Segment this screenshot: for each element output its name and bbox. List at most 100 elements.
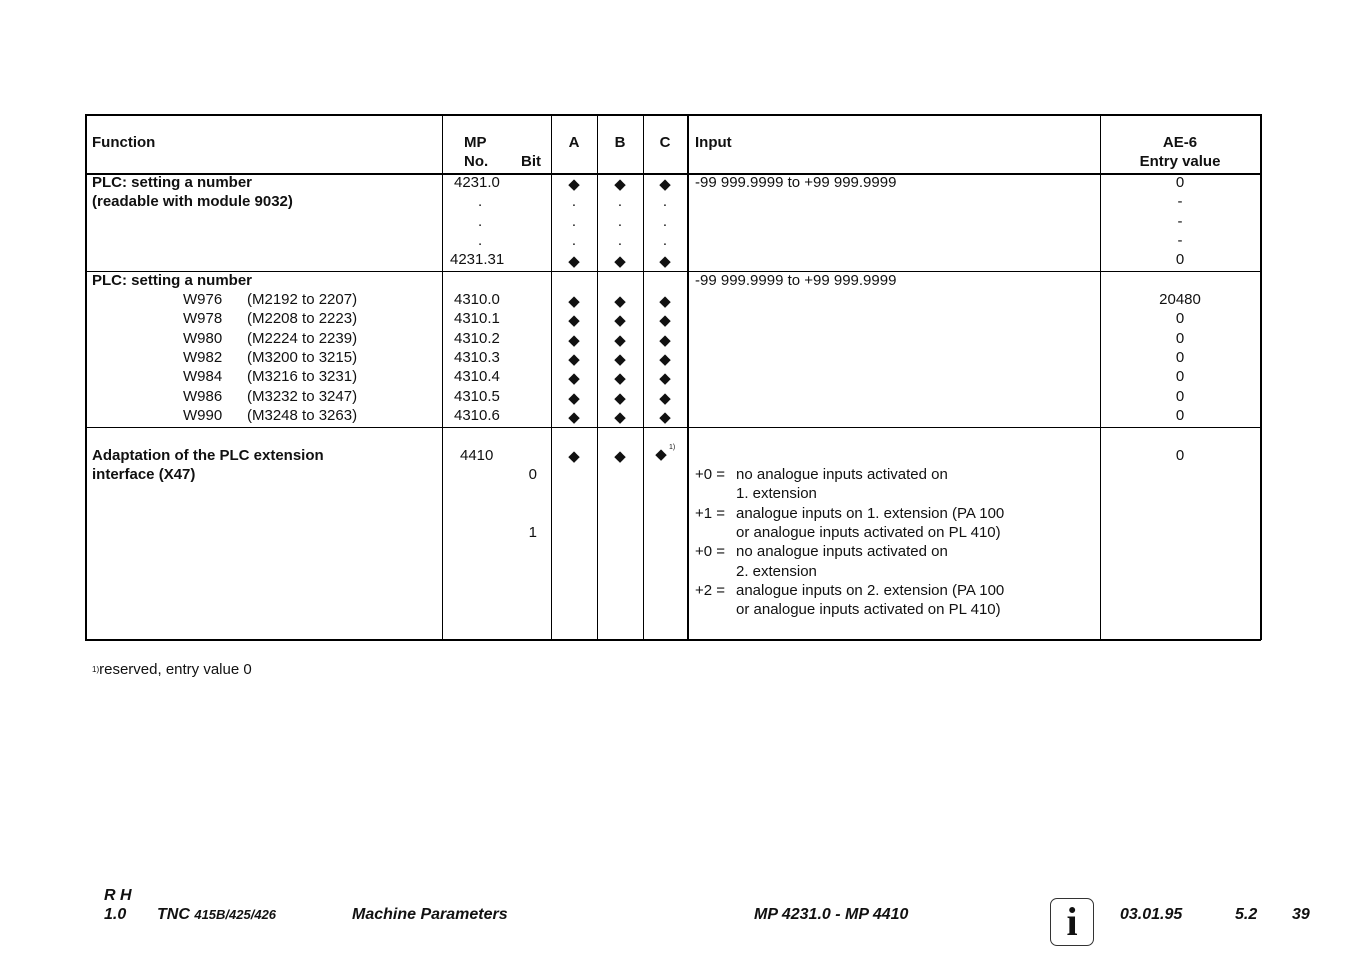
row1-mp: 4231.0	[454, 174, 500, 191]
row1-mark: .	[662, 193, 668, 210]
row2-word: W978	[183, 310, 223, 328]
header-no: No.	[464, 153, 489, 170]
footnote-text: reserved, entry value 0	[99, 661, 252, 678]
table-rule	[85, 271, 1261, 272]
row1-mark: .	[662, 232, 668, 249]
row3-input-text: or analogue inputs activated on PL 410)	[736, 523, 1001, 541]
row2-value: 0	[1175, 387, 1185, 405]
row1-mp: .	[478, 213, 483, 230]
header-bit: Bit	[521, 153, 541, 170]
header-function: Function	[92, 134, 156, 151]
footer-rh: R H	[104, 887, 132, 904]
row3-input-text: 2. extension	[736, 562, 817, 580]
row3-function: Adaptation of the PLC extension	[92, 447, 324, 464]
row1-mark: ◆	[614, 253, 626, 270]
row1-value: -	[1177, 213, 1183, 230]
footer-models: 415B/425/426	[194, 907, 277, 922]
footnote-ref: 1)	[669, 444, 676, 451]
row2-mark: ◆	[568, 350, 580, 368]
table-rule	[687, 114, 689, 640]
row3-input-text: 1. extension	[736, 485, 817, 503]
table-rule	[85, 114, 87, 640]
row2-mp: 4310.0	[454, 291, 500, 308]
row1-mp: .	[478, 193, 483, 210]
row1-mark: .	[617, 193, 623, 210]
header-b: B	[614, 134, 626, 151]
row1-mark: .	[617, 213, 623, 230]
row2-mark: ◆	[614, 312, 626, 330]
footer-tnc: TNC	[157, 906, 190, 923]
table-rule	[442, 114, 443, 640]
row3-input-text: analogue inputs on 1. extension (PA 100	[736, 504, 1005, 522]
row2-mark: ◆	[568, 389, 580, 407]
row2-word: W990	[183, 406, 223, 424]
row2-input: -99 999.9999 to +99 999.9999	[695, 272, 897, 289]
row2-word: W984	[183, 368, 223, 386]
row3-bit: 1	[528, 524, 537, 541]
row2-mark: ◆	[614, 331, 626, 349]
row1-value: -	[1177, 193, 1183, 210]
row3-function-2: interface (X47)	[92, 466, 196, 483]
row2-word: W976	[183, 291, 223, 308]
row2-mark: ◆	[568, 312, 580, 330]
row2-mark: ◆	[614, 370, 626, 388]
footer-title: Machine Parameters	[352, 906, 508, 923]
row3-input-code: +1 =	[695, 504, 726, 522]
header-ae6: AE-6	[1162, 134, 1198, 151]
row3-input-text: analogue inputs on 2. extension (PA 100	[736, 581, 1005, 599]
table-rule	[85, 173, 1261, 175]
row2-mark: ◆	[614, 408, 626, 426]
row3-value: 0	[1175, 447, 1185, 464]
table-rule	[551, 114, 552, 640]
row1-mark: .	[662, 213, 668, 230]
header-input: Input	[695, 134, 732, 151]
row3-input-text: no analogue inputs activated on	[736, 466, 948, 483]
row2-word: W980	[183, 329, 223, 347]
row1-value: -	[1177, 232, 1183, 249]
row3-input-code: +0 =	[695, 466, 726, 483]
footer-product: TNC 415B/425/426	[157, 906, 276, 924]
row2-range: (M3248 to 3263)	[247, 406, 358, 424]
row2-mp: 4310.4	[454, 368, 500, 386]
row2-value: 0	[1175, 310, 1185, 328]
row2-mp: 4310.6	[454, 406, 500, 424]
row3-input-code: +2 =	[695, 581, 726, 599]
row2-range: (M3232 to 3247)	[247, 387, 358, 405]
header-a: A	[568, 134, 580, 151]
table-rule	[1100, 114, 1101, 640]
row1-mark: .	[571, 232, 577, 249]
row1-function: PLC: setting a number	[92, 174, 253, 191]
row2-mark: ◆	[659, 293, 671, 310]
row2-mark: ◆	[614, 293, 626, 310]
row2-mark: ◆	[568, 293, 580, 310]
footer-page: 39	[1292, 906, 1310, 923]
row2-range: (M2208 to 2223)	[247, 310, 358, 328]
header-c: C	[659, 134, 671, 151]
row2-mark: ◆	[614, 389, 626, 407]
row1-mp: 4231.31	[450, 251, 505, 268]
row2-mark: ◆	[659, 312, 671, 330]
row1-mark: .	[571, 193, 577, 210]
row2-value: 0	[1175, 329, 1185, 347]
footnote-ref: 1)	[92, 665, 100, 674]
row2-value: 20480	[1159, 291, 1201, 308]
table-rule	[597, 114, 598, 640]
footer-version: 1.0	[104, 906, 127, 923]
row1-mark: .	[617, 232, 623, 249]
row1-value: 0	[1175, 251, 1185, 268]
row3-mp: 4410	[460, 447, 494, 464]
row2-word: W986	[183, 387, 223, 405]
row1-mark: ◆	[568, 176, 580, 193]
row2-mp: 4310.5	[454, 387, 500, 405]
row1-function-note: (readable with module 9032)	[92, 193, 293, 210]
row2-range: (M2224 to 2239)	[247, 329, 358, 347]
row2-mark: ◆	[659, 370, 671, 388]
footer-date: 03.01.95	[1120, 906, 1183, 923]
row1-mark: .	[571, 213, 577, 230]
row3-mark-c: ◆	[655, 446, 667, 463]
row2-value: 0	[1175, 368, 1185, 386]
row2-mark: ◆	[568, 370, 580, 388]
row3-input-code: +0 =	[695, 543, 726, 561]
row2-mark: ◆	[659, 389, 671, 407]
